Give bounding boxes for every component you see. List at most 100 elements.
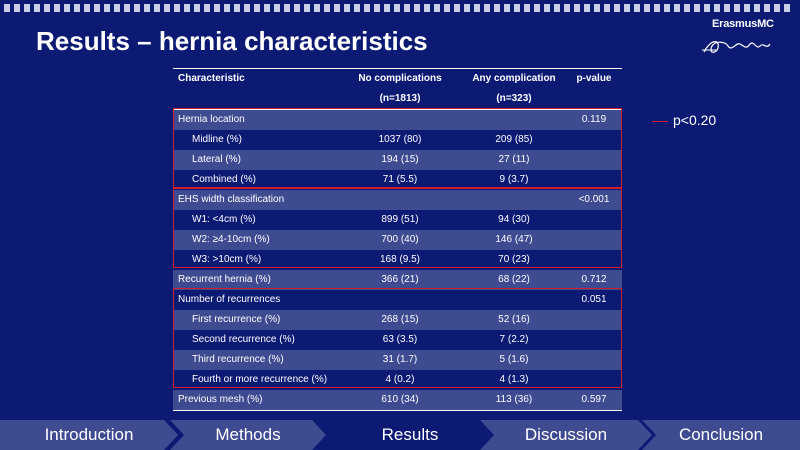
row-no-complications: 31 (1.7) — [338, 350, 462, 370]
legend-label: p<0.20 — [673, 112, 717, 128]
header-characteristic: Characteristic — [173, 68, 338, 89]
row-no-complications: 268 (15) — [338, 310, 462, 330]
nav-step-conclusion[interactable]: Conclusion — [642, 420, 800, 450]
row-label: Third recurrence (%) — [173, 350, 338, 370]
row-p-value — [566, 370, 622, 390]
row-any-complication: 94 (30) — [498, 214, 530, 225]
row-any-complication: 113 (36) — [462, 390, 566, 411]
row-label: First recurrence (%) — [173, 310, 338, 330]
section-navigation: Introduction Methods Results Discussion … — [0, 420, 800, 450]
legend: p<0.20 — [652, 112, 716, 128]
table-subheader-row: (n=1813) (n=323) — [173, 89, 622, 110]
row-no-complications: 168 (9.5) — [379, 254, 421, 265]
row-any-complication: 5 (1.6) — [462, 350, 566, 370]
row-any-complication: 4 (1.3) — [499, 374, 529, 385]
subheader-empty — [173, 89, 338, 110]
row-p-value — [566, 210, 622, 230]
row-p-value: 0.119 — [566, 109, 622, 130]
logo-text: ErasmusMC — [712, 18, 774, 30]
row-label: W2: ≥4-10cm (%) — [173, 230, 338, 250]
row-label: Fourth or more recurrence (%) — [192, 374, 328, 385]
subheader-n-no-complications: (n=1813) — [338, 89, 462, 110]
row-no-complications: 4 (0.2) — [385, 374, 415, 385]
table-row: W2: ≥4-10cm (%) 700 (40) 146 (47) — [173, 230, 622, 250]
row-any-complication: 9 (3.7) — [499, 174, 529, 185]
row-p-value: 0.051 — [581, 294, 607, 305]
row-any-complication: 52 (16) — [462, 310, 566, 330]
nav-step-discussion[interactable]: Discussion — [480, 420, 652, 450]
table-row: First recurrence (%) 268 (15) 52 (16) — [173, 310, 622, 330]
row-label: Lateral (%) — [173, 150, 338, 170]
row-any-complication: 146 (47) — [462, 230, 566, 250]
erasmus-mc-logo: ErasmusMC — [700, 18, 780, 58]
row-p-value — [566, 350, 622, 370]
table-row: Combined (%) 71 (5.5) 9 (3.7) — [173, 170, 622, 190]
table-row: EHS width classification <0.001 — [173, 190, 622, 210]
row-any-complication: 7 (2.2) — [499, 334, 529, 345]
table-row: W1: <4cm (%) 899 (51) 94 (30) — [173, 210, 622, 230]
row-no-complications: 610 (34) — [338, 390, 462, 411]
table-row: Number of recurrences 0.051 — [173, 290, 622, 310]
table-row: Lateral (%) 194 (15) 27 (11) — [173, 150, 622, 170]
subheader-n-any-complication: (n=323) — [462, 89, 566, 110]
row-label: EHS width classification — [173, 190, 338, 210]
row-p-value — [566, 130, 622, 150]
row-label: Recurrent hernia (%) — [173, 270, 338, 290]
row-label: Midline (%) — [192, 134, 243, 145]
nav-step-methods[interactable]: Methods — [170, 420, 326, 450]
row-no-complications: 71 (5.5) — [382, 174, 418, 185]
table-row: Second recurrence (%) 63 (3.5) 7 (2.2) — [173, 330, 622, 350]
row-p-value — [566, 310, 622, 330]
row-p-value — [566, 150, 622, 170]
table-row: W3: >10cm (%) 168 (9.5) 70 (23) — [173, 250, 622, 270]
row-any-complication: 27 (11) — [462, 150, 566, 170]
row-label: Hernia location — [173, 109, 338, 130]
row-any-complication — [462, 109, 566, 130]
row-any-complication: 68 (22) — [462, 270, 566, 290]
row-no-complications — [338, 190, 462, 210]
table-row: Previous mesh (%) 610 (34) 113 (36) 0.59… — [173, 390, 622, 411]
row-no-complications — [338, 109, 462, 130]
row-label: Previous mesh (%) — [173, 390, 338, 411]
row-any-complication — [462, 190, 566, 210]
row-any-complication: 70 (23) — [498, 254, 530, 265]
table-row: Hernia location 0.119 — [173, 109, 622, 130]
row-no-complications: 700 (40) — [338, 230, 462, 250]
row-no-complications: 63 (3.5) — [382, 334, 418, 345]
table-row: Recurrent hernia (%) 366 (21) 68 (22) 0.… — [173, 270, 622, 290]
table-row: Fourth or more recurrence (%) 4 (0.2) 4 … — [173, 370, 622, 390]
row-label: Second recurrence (%) — [192, 334, 295, 345]
header-p-value: p-value — [566, 68, 622, 89]
row-label: Combined (%) — [192, 174, 256, 185]
subheader-empty-p — [566, 89, 622, 110]
row-any-complication: 209 (85) — [495, 134, 533, 145]
hernia-characteristics-table: Characteristic No complications Any comp… — [173, 68, 622, 411]
red-line-legend-icon — [652, 120, 668, 122]
nav-step-introduction[interactable]: Introduction — [0, 420, 178, 450]
table-row: Third recurrence (%) 31 (1.7) 5 (1.6) — [173, 350, 622, 370]
row-no-complications — [338, 290, 462, 310]
row-any-complication — [462, 290, 566, 310]
row-no-complications: 899 (51) — [381, 214, 419, 225]
row-p-value — [566, 230, 622, 250]
row-no-complications: 366 (21) — [338, 270, 462, 290]
row-no-complications: 1037 (80) — [378, 134, 422, 145]
table-header-row: Characteristic No complications Any comp… — [173, 68, 622, 89]
row-p-value — [566, 330, 622, 350]
row-label: Number of recurrences — [178, 294, 281, 305]
slide-title: Results – hernia characteristics — [36, 26, 428, 56]
row-p-value: <0.001 — [566, 190, 622, 210]
header-no-complications: No complications — [338, 68, 462, 89]
header-any-complication: Any complication — [462, 68, 566, 89]
row-p-value: 0.712 — [566, 270, 622, 290]
row-no-complications: 194 (15) — [338, 150, 462, 170]
nav-step-results[interactable]: Results — [381, 425, 439, 444]
logo-signature-icon — [702, 41, 771, 53]
row-label: W1: <4cm (%) — [192, 214, 256, 225]
top-dashed-border — [4, 4, 794, 12]
table-row: Midline (%) 1037 (80) 209 (85) — [173, 130, 622, 150]
row-p-value: 0.597 — [566, 390, 622, 411]
row-label: W3: >10cm (%) — [192, 254, 262, 265]
row-p-value — [566, 250, 622, 270]
row-p-value — [566, 170, 622, 190]
